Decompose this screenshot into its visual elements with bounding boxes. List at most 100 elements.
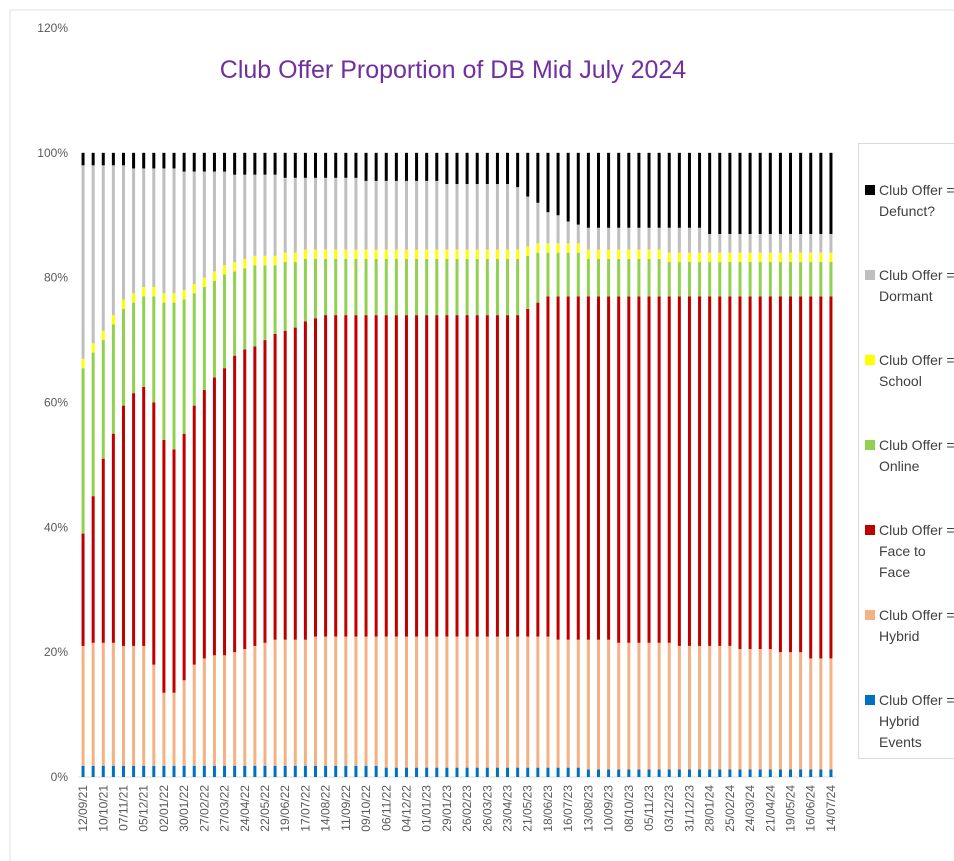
bar-segment [475,636,479,768]
bar-segment [253,255,257,266]
bar-segment [121,765,125,777]
bar-segment [435,152,439,181]
bar-segment [506,258,510,316]
bar-segment [586,769,590,777]
bar-segment [687,227,691,253]
bar-segment [475,184,479,250]
bar-segment [233,152,237,175]
x-tick-label: 02/01/22 [157,785,171,832]
bar-segment [212,271,216,281]
bar-segment [263,642,267,766]
bar-segment [758,262,762,297]
bar-segment [324,765,328,777]
bar-segment [536,202,540,244]
bar-segment [202,765,206,777]
bar-segment [374,315,378,637]
bar-segment [778,769,782,777]
bar-segment [293,177,297,253]
bar-segment [627,769,631,777]
bar-segment [152,664,156,766]
x-tick-label: 03/12/23 [662,785,676,832]
bar-segment [121,165,125,300]
x-tick-label: 16/07/23 [561,785,575,832]
bar-segment [425,249,429,259]
bar-segment [506,315,510,637]
bar-segment [647,769,651,777]
legend-swatch [865,355,875,365]
bar-segment [789,652,793,770]
bar-segment [586,639,590,770]
bar-segment [223,368,227,656]
bar-segment [566,243,570,253]
bar-segment [202,171,206,278]
bar-segment [273,639,277,766]
bar-segment [789,152,793,234]
bar-segment [202,658,206,766]
bar-segment [546,212,550,244]
bar-segment [192,293,196,406]
bar-segment [253,346,257,646]
bar-segment [516,315,520,637]
bar-segment [374,180,378,250]
bar-segment [121,308,125,406]
bar-segment [819,233,823,253]
bar-segment [101,165,105,331]
bar-segment [485,184,489,250]
bar-segment [142,287,146,297]
bar-segment [91,165,95,344]
bar-segment [182,290,186,300]
bar-segment [556,252,560,297]
bar-segment [789,252,793,263]
bar-segment [637,227,641,250]
bar-segment [364,258,368,316]
bar-segment [657,296,661,643]
bar-segment [475,258,479,316]
bar-segment [617,227,621,250]
bar-segment [809,152,813,234]
bar-segment [415,258,419,316]
x-tick-label: 14/07/24 [824,785,838,832]
bar-segment [829,296,833,659]
bar-segment [394,636,398,768]
bar-segment [667,227,671,253]
bar-segment [212,152,216,172]
bar-segment [596,639,600,770]
bar-segment [778,252,782,263]
x-tick-label: 23/04/23 [501,785,515,832]
bar-segment [728,262,732,297]
bar-segment [202,152,206,172]
bar-segment [293,765,297,777]
bar-segment [516,152,520,188]
bar-segment [708,233,712,253]
bar-segment [404,636,408,768]
bar-segment [768,233,772,253]
legend-swatch [865,525,875,535]
bar-segment [586,227,590,250]
bar-segment [738,252,742,263]
bar-segment [162,293,166,303]
bar-segment [455,184,459,250]
bar-segment [445,636,449,768]
bar-segment [586,258,590,297]
bar-segment [142,168,146,288]
bar-segment [162,765,166,777]
bar-segment [516,258,520,316]
bar-segment [617,152,621,228]
x-tick-label: 06/11/22 [379,785,393,831]
x-tick-label: 21/04/24 [763,785,777,832]
bar-segment [101,152,105,166]
bar-segment [132,302,136,394]
legend-label: Club Offer = Hybrid Events [879,692,954,750]
bar-segment [647,296,651,643]
bar-segment [81,645,85,766]
bar-segment [819,769,823,777]
bar-segment [303,765,307,777]
bar-segment [293,327,297,640]
bar-segment [324,249,328,259]
bar-segment [526,308,530,637]
bar-segment [243,649,247,766]
bar-segment [536,152,540,203]
bar-segment [445,767,449,777]
bar-segment [758,296,762,650]
